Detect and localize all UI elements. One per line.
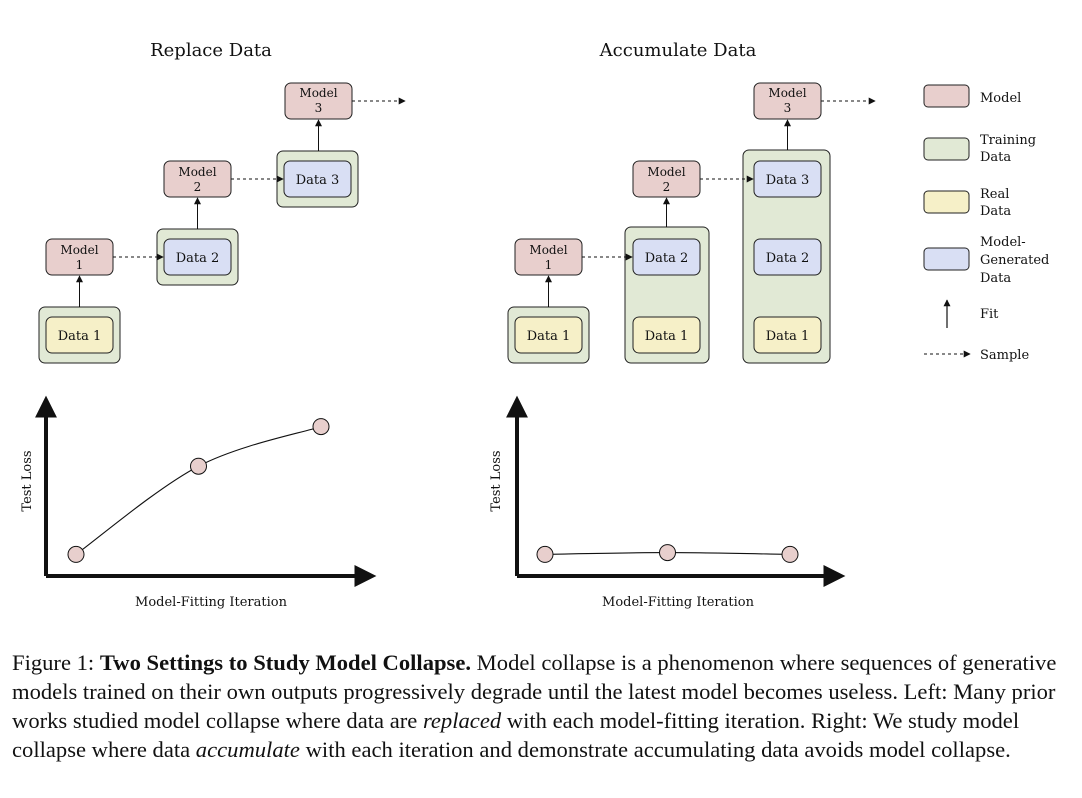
- svg-text:Model-: Model-: [980, 235, 1026, 250]
- legend-item-model: Model: [923, 84, 1021, 108]
- svg-text:1: 1: [545, 258, 553, 272]
- legend-item-fit: Fit: [943, 299, 999, 328]
- svg-text:Model: Model: [178, 165, 216, 179]
- accumulate-model-3: Model 3: [753, 82, 822, 120]
- svg-text:Data: Data: [980, 204, 1011, 219]
- svg-text:Model: Model: [768, 86, 806, 100]
- svg-text:Fit: Fit: [980, 307, 999, 322]
- replace-model-1: Model 1: [45, 238, 114, 276]
- chart-accumulate-point-1: [536, 545, 554, 563]
- svg-text:Data: Data: [980, 271, 1011, 286]
- caption-accumulate: accumulate: [195, 737, 300, 762]
- svg-text:Model: Model: [647, 165, 685, 179]
- caption-replaced: replaced: [422, 708, 502, 733]
- svg-text:2: 2: [663, 180, 671, 194]
- chart-accumulate-ylabel: Test Loss: [489, 450, 504, 511]
- chart-replace-point-3: [312, 418, 330, 436]
- figure-caption: Figure 1: Two Settings to Study Model Co…: [12, 648, 1074, 764]
- accumulate-panel: Accumulate Data Data 1 Model 1 Data 1 Da…: [507, 40, 876, 364]
- replace-model-2: Model 2: [163, 160, 232, 198]
- replace-data-1: Data 1: [45, 316, 114, 354]
- svg-text:Data 2: Data 2: [766, 251, 810, 266]
- accumulate-model-1: Model 1: [514, 238, 583, 276]
- svg-text:Real: Real: [980, 187, 1009, 202]
- svg-text:Training: Training: [980, 133, 1036, 148]
- svg-text:Generated: Generated: [980, 253, 1049, 268]
- accumulate-data-1-col1: Data 1: [514, 316, 583, 354]
- figure-diagram: Replace Data Data 1 Data 2 Data 3 Model …: [20, 40, 1049, 610]
- svg-text:2: 2: [194, 180, 202, 194]
- chart-accumulate-point-3: [781, 545, 799, 563]
- accumulate-data-2-col3: Data 2: [753, 238, 822, 276]
- svg-text:Data 1: Data 1: [766, 329, 810, 344]
- replace-data-2: Data 2: [163, 238, 232, 276]
- svg-text:Data 1: Data 1: [645, 329, 689, 344]
- caption-title: Two Settings to Study Model Collapse.: [99, 650, 472, 675]
- legend-item-sample: Sample: [924, 348, 1029, 363]
- svg-text:Data 2: Data 2: [176, 251, 220, 266]
- replace-panel: Replace Data Data 1 Data 2 Data 3 Model …: [38, 40, 406, 364]
- accumulate-data-2-col2: Data 2: [632, 238, 701, 276]
- chart-accumulate-xlabel: Model-Fitting Iteration: [602, 595, 755, 610]
- svg-text:Model: Model: [299, 86, 337, 100]
- svg-text:3: 3: [315, 101, 323, 115]
- svg-text:Data 3: Data 3: [296, 173, 340, 188]
- chart-replace-point-2: [190, 457, 207, 475]
- accumulate-data-1-col2: Data 1: [632, 316, 701, 354]
- caption-text-2: with each model-fitting iteration. Right…: [12, 708, 1020, 762]
- chart-replace-xlabel: Model-Fitting Iteration: [135, 595, 288, 610]
- svg-text:1: 1: [76, 258, 84, 272]
- svg-text:3: 3: [784, 101, 792, 115]
- svg-text:Model: Model: [980, 91, 1021, 106]
- chart-replace: Test Loss Model-Fitting Iteration: [20, 395, 377, 610]
- chart-replace-ylabel: Test Loss: [20, 450, 35, 511]
- svg-text:Sample: Sample: [980, 348, 1029, 363]
- svg-text:Model: Model: [529, 243, 567, 257]
- svg-text:Model: Model: [60, 243, 98, 257]
- legend: Model Training Data Real Data Model- Gen…: [923, 84, 1049, 363]
- legend-item-real-data: Real Data: [923, 187, 1011, 219]
- chart-replace-line: [75, 426, 322, 555]
- replace-title: Replace Data: [150, 40, 272, 61]
- replace-model-3: Model 3: [284, 82, 353, 120]
- caption-prefix: Figure 1:: [12, 650, 100, 675]
- legend-item-training-data: Training Data: [923, 133, 1036, 165]
- caption-text-3: with each iteration and demonstrate accu…: [299, 737, 1011, 762]
- chart-accumulate-point-2: [659, 544, 676, 562]
- legend-item-generated-data: Model- Generated Data: [923, 235, 1049, 286]
- svg-text:Data 1: Data 1: [58, 329, 102, 344]
- caption-text-1: Model collapse is a phenomenon where seq…: [12, 650, 1057, 733]
- accumulate-model-2: Model 2: [632, 160, 701, 198]
- svg-text:Data: Data: [980, 150, 1011, 165]
- chart-replace-point-1: [67, 545, 85, 563]
- svg-text:Data 3: Data 3: [766, 173, 810, 188]
- accumulate-title: Accumulate Data: [599, 40, 757, 61]
- accumulate-data-1-col3: Data 1: [753, 316, 822, 354]
- accumulate-data-3-col3: Data 3: [753, 160, 822, 198]
- chart-accumulate: Test Loss Model-Fitting Iteration: [489, 395, 846, 610]
- svg-text:Data 2: Data 2: [645, 251, 689, 266]
- replace-data-3: Data 3: [283, 160, 352, 198]
- svg-text:Data 1: Data 1: [527, 329, 571, 344]
